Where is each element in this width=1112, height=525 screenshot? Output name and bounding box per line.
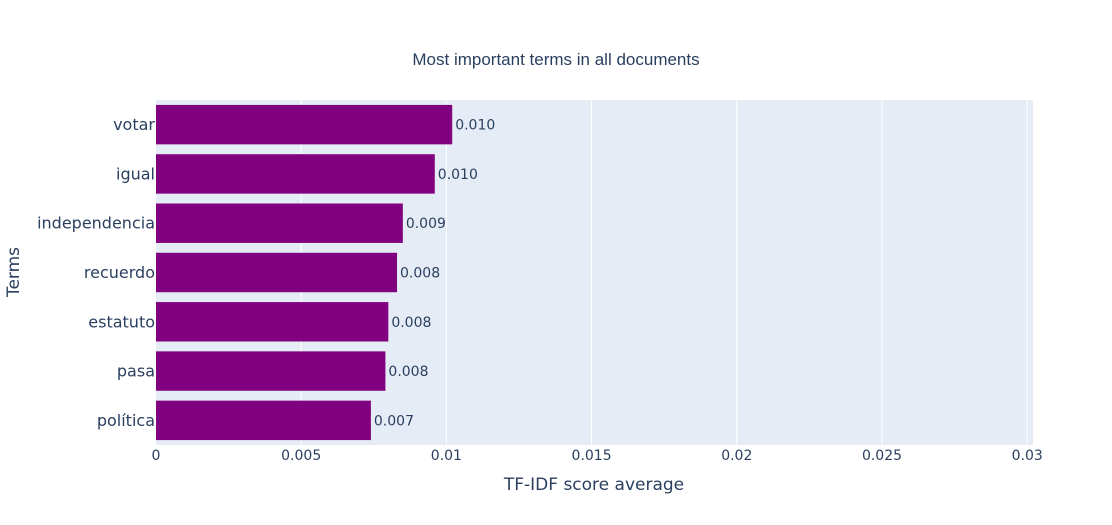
bar — [156, 302, 389, 342]
x-axis-title: TF-IDF score average — [503, 475, 684, 495]
y-tick-label: pasa — [117, 362, 155, 381]
x-tick-labels: 0 0.005 0.01 0.015 0.02 0.025 0.03 — [152, 448, 1043, 464]
bar — [156, 400, 371, 441]
bar — [156, 252, 398, 293]
y-tick-label: estatuto — [88, 312, 155, 331]
y-tick-label: igual — [116, 164, 155, 183]
x-tick-label: 0.01 — [431, 448, 462, 464]
x-tick-label: 0.015 — [572, 448, 612, 464]
bar-data-label: 0.009 — [406, 216, 446, 232]
x-tick-label: 0.03 — [1012, 448, 1043, 464]
x-tick-label: 0 — [152, 448, 161, 464]
bar-data-label: 0.010 — [455, 118, 495, 134]
data-labels: 0.010 0.010 0.009 0.008 0.008 0.008 0.007 — [374, 118, 495, 430]
y-tick-label: independencia — [37, 214, 155, 233]
bar-data-label: 0.008 — [391, 315, 431, 331]
bar-data-label: 0.008 — [400, 266, 440, 282]
x-tick-label: 0.025 — [862, 448, 902, 464]
y-tick-label: recuerdo — [84, 263, 155, 282]
bar — [156, 203, 403, 243]
x-tick-label: 0.005 — [281, 448, 321, 464]
bar-data-label: 0.010 — [438, 167, 478, 183]
x-tick-label: 0.02 — [721, 448, 752, 464]
bar-data-label: 0.007 — [374, 413, 414, 429]
bars — [156, 104, 453, 441]
bar — [156, 104, 453, 145]
y-axis-title: Terms — [4, 247, 24, 298]
y-tick-labels: votar igual independencia recuerdo estatuto p… — [37, 115, 155, 430]
bar — [156, 154, 435, 194]
bar-data-label: 0.008 — [388, 364, 428, 380]
y-tick-label: política — [97, 411, 155, 430]
chart-title: Most important terms in all documents — [412, 50, 699, 69]
y-tick-label: votar — [113, 115, 155, 134]
bar — [156, 351, 386, 391]
